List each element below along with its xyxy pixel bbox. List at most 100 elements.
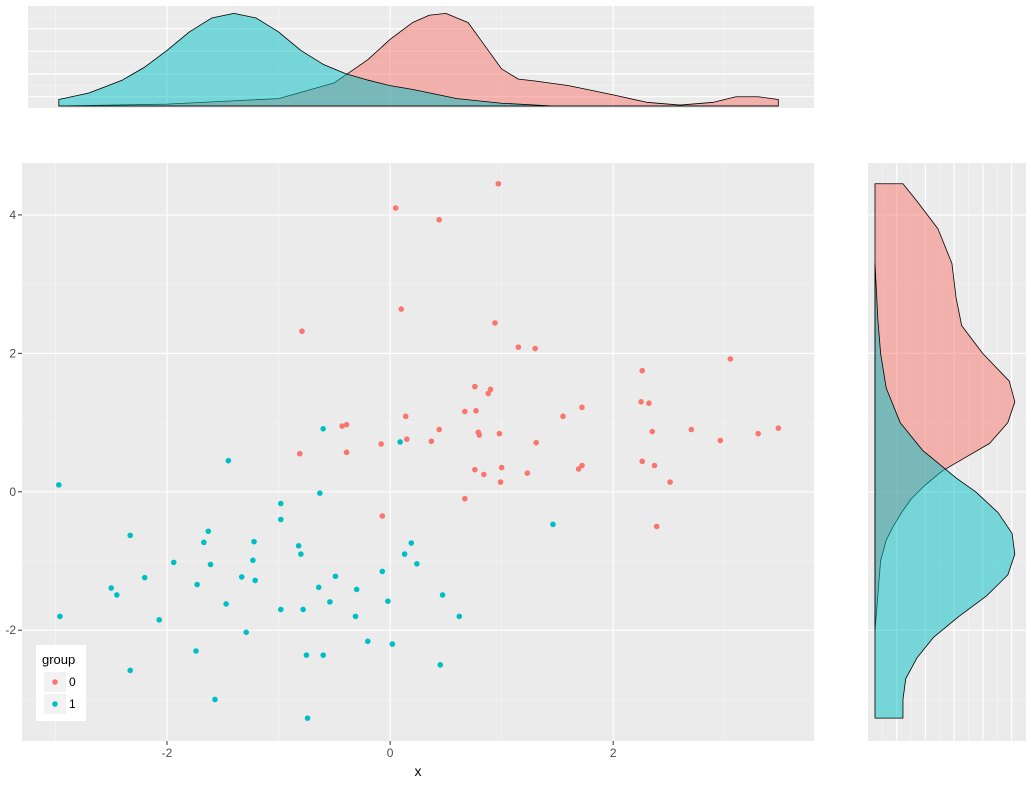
scatter-point-group-1 (250, 557, 256, 564)
scatter-point-group-1 (193, 648, 199, 654)
scatter-point-group-0 (653, 523, 660, 530)
scatter-point-group-1 (365, 638, 371, 645)
scatter-point-group-0 (485, 390, 492, 397)
scatter-point-group-1 (127, 667, 134, 674)
scatter-point-group-1 (320, 426, 326, 432)
scatter-point-group-1 (437, 662, 444, 668)
scatter-point-group-1 (317, 490, 323, 496)
scatter-point-group-0 (639, 367, 646, 374)
legend-label-0: 0 (69, 675, 76, 689)
legend-title: group (42, 652, 75, 667)
y-tick-label: 4 (9, 208, 16, 222)
scatter-point-group-0 (515, 344, 522, 350)
scatter-point-group-1 (201, 539, 207, 546)
legend-label-1: 1 (69, 697, 76, 711)
scatter-point-group-1 (304, 715, 311, 721)
scatter-point-group-1 (223, 601, 229, 607)
scatter-point-group-0 (481, 471, 487, 478)
scatter-point-group-1 (277, 500, 284, 507)
x-tick-label: 0 (387, 746, 394, 760)
x-tick-label: 2 (610, 746, 617, 760)
legend: group 0 1 (36, 645, 86, 721)
scatter-point-group-0 (646, 400, 652, 406)
scatter-point-group-1 (108, 585, 115, 591)
scatter-point-group-1 (353, 586, 360, 593)
scatter-point-group-1 (127, 532, 134, 539)
scatter-point-group-1 (56, 482, 62, 488)
scatter-point-group-1 (170, 559, 177, 566)
scatter-point-group-0 (462, 495, 468, 502)
scatter-point-group-1 (303, 652, 310, 658)
scatter-point-group-1 (238, 574, 245, 580)
x-tick-label: -2 (162, 746, 173, 760)
scatter-point-group-0 (579, 404, 585, 411)
scatter-points (56, 180, 782, 721)
scatter-point-group-0 (575, 466, 582, 472)
right-density-panel (868, 163, 1026, 741)
scatter-point-group-0 (299, 328, 305, 335)
scatter-point-group-1 (277, 606, 284, 613)
scatter-point-group-0 (727, 356, 734, 362)
scatter-point-group-1 (352, 613, 359, 620)
scatter-point-group-0 (579, 462, 585, 469)
scatter-point-group-0 (638, 399, 644, 405)
scatter-point-group-1 (439, 592, 446, 598)
scatter-point-group-1 (414, 560, 420, 567)
scatter-point-group-0 (339, 423, 345, 429)
scatter-point-group-0 (404, 436, 410, 442)
scatter-point-group-0 (296, 450, 303, 457)
top-density-series (58, 13, 779, 107)
scatter-point-group-1 (295, 542, 302, 549)
scatter-point-group-1 (225, 457, 232, 464)
y-tick-label: -2 (5, 623, 16, 637)
scatter-point-group-1 (212, 696, 218, 703)
scatter-point-group-0 (436, 216, 442, 223)
scatter-point-group-1 (408, 540, 415, 546)
top-density-group-1 (58, 13, 779, 107)
scatter-point-group-0 (649, 428, 656, 435)
scatter-point-group-1 (397, 439, 403, 445)
y-axis-ticks: -2 0 2 4 (5, 208, 22, 637)
scatter-point-group-0 (755, 430, 762, 437)
scatter-point-group-1 (243, 629, 250, 636)
scatter-point-group-0 (392, 205, 399, 211)
scatter-point-group-0 (651, 462, 658, 469)
scatter-point-group-1 (194, 581, 200, 588)
scatter-point-group-1 (114, 592, 120, 598)
top-density-panel (28, 6, 814, 108)
scatter-point-group-0 (428, 438, 435, 445)
scatter-point-group-1 (298, 551, 304, 557)
scatter-point-group-0 (524, 470, 531, 476)
scatter-point-group-0 (639, 458, 646, 465)
scatter-point-group-0 (775, 425, 782, 431)
legend-key-1 (52, 701, 58, 707)
right-density-group-1 (874, 262, 1016, 719)
scatter-point-group-1 (379, 568, 386, 575)
scatter-point-group-0 (476, 432, 483, 438)
scatter-point-group-1 (389, 641, 396, 647)
scatter-point-group-1 (141, 574, 148, 581)
scatter-point-group-1 (332, 573, 339, 580)
scatter-point-group-1 (327, 599, 333, 605)
scatter-point-group-1 (315, 584, 322, 591)
scatter-point-group-1 (207, 561, 214, 568)
scatter-point-group-1 (156, 617, 163, 623)
scatter-point-group-1 (277, 516, 284, 523)
scatter-point-group-0 (472, 383, 478, 390)
scatter-point-group-0 (496, 430, 503, 437)
scatter-point-group-0 (533, 439, 540, 446)
scatter-point-group-1 (385, 598, 391, 604)
scatter-point-group-1 (251, 538, 257, 545)
scatter-panel-grid (22, 163, 814, 741)
scatter-point-group-0 (487, 386, 494, 393)
scatter-point-group-1 (401, 551, 408, 557)
scatter-point-group-1 (252, 577, 258, 584)
x-axis-title: x (415, 763, 422, 779)
scatter-point-group-1 (320, 652, 326, 658)
right-density-series (874, 183, 1016, 719)
scatter-point-group-0 (495, 180, 502, 187)
scatter-point-group-0 (379, 513, 386, 519)
scatter-point-group-0 (436, 426, 442, 433)
scatter-point-group-0 (498, 464, 505, 471)
